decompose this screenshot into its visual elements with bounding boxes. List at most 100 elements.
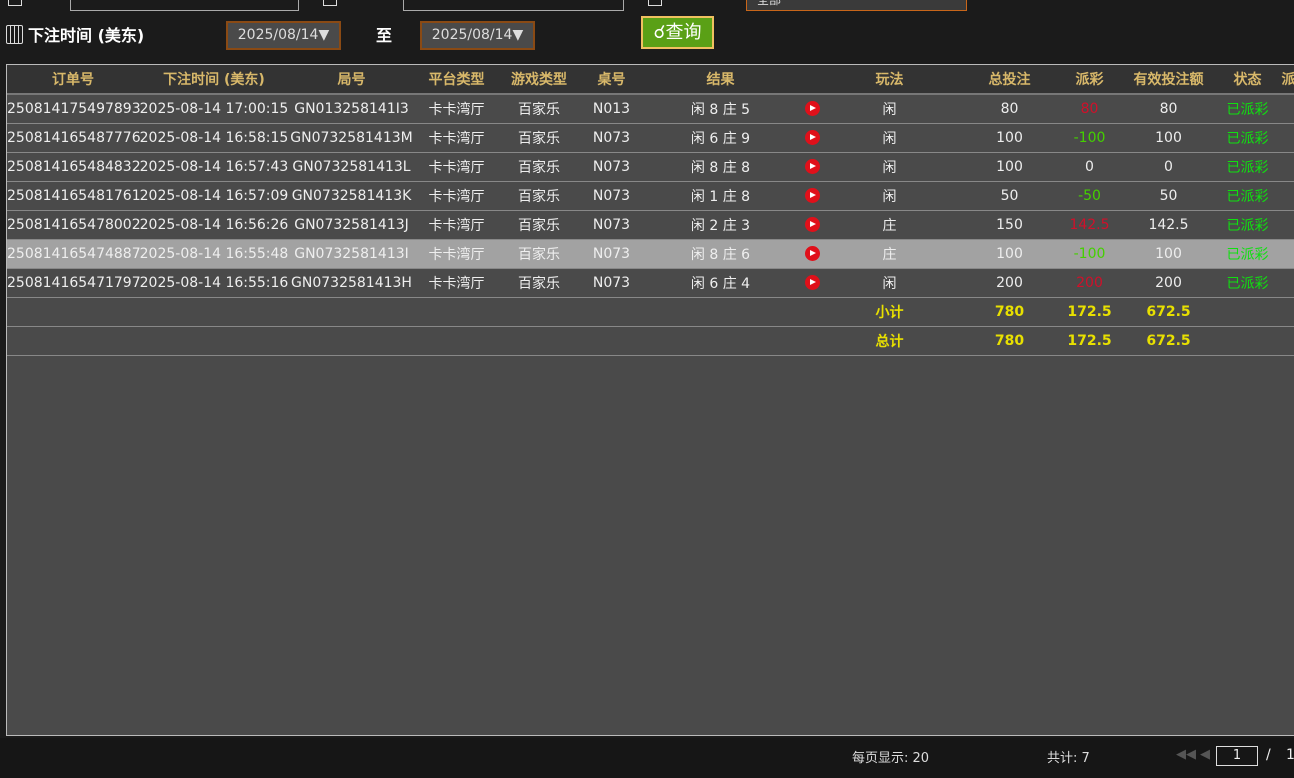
cell-order: 250814165474887 xyxy=(7,239,141,269)
cell-payout: -100 xyxy=(1067,123,1112,153)
cell-platform: 卡卡湾厅 xyxy=(414,210,499,240)
cell-empty xyxy=(1270,123,1294,153)
cell-table: N073 xyxy=(579,239,644,269)
cell-platform: 卡卡湾厅 xyxy=(414,268,499,298)
play-cell xyxy=(797,268,827,298)
cell-order: 250814175497893 xyxy=(7,94,141,124)
top-select[interactable]: 全部 xyxy=(746,0,967,11)
cell-table: N073 xyxy=(579,210,644,240)
cell-empty xyxy=(1270,297,1294,327)
cell-empty xyxy=(139,297,289,327)
time-label: 下注时间 (美东) xyxy=(28,26,145,45)
page-input[interactable]: 1 xyxy=(1216,746,1258,766)
cell-empty xyxy=(797,297,827,327)
play-video-icon[interactable] xyxy=(804,217,820,232)
cell-bet_type: 闲 xyxy=(827,94,952,124)
cell-empty xyxy=(579,297,644,327)
first-page-icon[interactable]: ◀◀ xyxy=(1176,747,1196,762)
table-row[interactable]: 250814165474887 2025-08-14 16:55:48 GN0732… xyxy=(7,239,1294,269)
cell-bet_type: 庄 xyxy=(827,210,952,240)
cell-bet_type: 闲 xyxy=(827,152,952,182)
column-header: 订单号 xyxy=(7,65,139,95)
cell-game: 百家乐 xyxy=(499,210,579,240)
table-row[interactable]: 250814165471797 2025-08-14 16:55:16 GN0732… xyxy=(7,268,1294,298)
cell-valid_bet: 0 xyxy=(1112,152,1225,182)
cell-game: 百家乐 xyxy=(499,239,579,269)
play-video-icon[interactable] xyxy=(804,246,820,261)
cell-empty xyxy=(7,326,139,356)
query-button[interactable]: ☌查询 xyxy=(641,16,714,49)
cell-result: 闲 8 庄 5 xyxy=(644,94,797,124)
cell-status: 已派彩 xyxy=(1225,239,1270,269)
cell-total_bet: 200 xyxy=(952,268,1067,298)
cell-valid_bet: 50 xyxy=(1112,181,1225,211)
cell-empty xyxy=(797,326,827,356)
play-video-icon[interactable] xyxy=(804,275,820,290)
cell-valid_bet: 200 xyxy=(1112,268,1225,298)
cell-platform: 卡卡湾厅 xyxy=(414,152,499,182)
page-size: 每页显示: 20 xyxy=(852,751,930,766)
subtotal-row: 小计 780 172.5 672.5 xyxy=(7,297,1294,327)
column-header: 派 xyxy=(1270,65,1294,95)
cell-empty xyxy=(1225,297,1270,327)
cell-empty xyxy=(139,326,289,356)
table-row[interactable]: 250814165487776 2025-08-14 16:58:15 GN0732… xyxy=(7,123,1294,153)
cell-empty xyxy=(1270,94,1294,124)
column-header: 派彩 xyxy=(1067,65,1112,95)
play-video-icon[interactable] xyxy=(804,159,820,174)
subtotal-valid_bet: 672.5 xyxy=(1112,297,1225,327)
prev-page-icon[interactable]: ◀ xyxy=(1200,747,1210,762)
play-video-icon[interactable] xyxy=(804,101,820,117)
column-header: 平台类型 xyxy=(414,65,499,95)
cell-status: 已派彩 xyxy=(1225,268,1270,298)
cell-total_bet: 100 xyxy=(952,239,1067,269)
cell-status: 已派彩 xyxy=(1225,210,1270,240)
cell-payout: 200 xyxy=(1067,268,1112,298)
cell-empty xyxy=(289,297,414,327)
cell-platform: 卡卡湾厅 xyxy=(414,181,499,211)
cell-result: 闲 6 庄 4 xyxy=(644,268,797,298)
to-label: 至 xyxy=(376,26,393,45)
cell-game: 百家乐 xyxy=(499,181,579,211)
date-from-select[interactable]: 2025/08/14▼ xyxy=(226,21,341,50)
cell-total_bet: 80 xyxy=(952,94,1067,124)
top-input-1[interactable] xyxy=(70,0,299,11)
cell-empty xyxy=(1270,268,1294,298)
date-to-select[interactable]: 2025/08/14▼ xyxy=(420,21,535,50)
cell-result: 闲 6 庄 9 xyxy=(644,123,797,153)
column-header: 总投注 xyxy=(952,65,1067,95)
total-valid_bet: 672.5 xyxy=(1112,326,1225,356)
play-video-icon[interactable] xyxy=(804,130,820,145)
table-row[interactable]: 250814165478002 2025-08-14 16:56:26 GN0732… xyxy=(7,210,1294,240)
bet-table: 订单号 下注时间 (美东) 局号 平台类型 游戏类型 桌号 结果 玩法 总投注 派彩 有效投注额 状态… xyxy=(6,64,1294,736)
cell-valid_bet: 80 xyxy=(1112,94,1225,124)
cell-status: 已派彩 xyxy=(1225,152,1270,182)
total-payout: 172.5 xyxy=(1067,326,1112,356)
top-input-2[interactable] xyxy=(403,0,624,11)
total-label: 总计 xyxy=(827,326,952,356)
cell-payout: 142.5 xyxy=(1067,210,1112,240)
subtotal-payout: 172.5 xyxy=(1067,297,1112,327)
cell-payout: -50 xyxy=(1067,181,1112,211)
play-cell xyxy=(797,123,827,153)
total-row: 总计 780 172.5 672.5 xyxy=(7,326,1294,356)
cell-round: GN0732581413M xyxy=(289,123,414,153)
cell-result: 闲 8 庄 6 xyxy=(644,239,797,269)
table-row[interactable]: 250814165481761 2025-08-14 16:57:09 GN0732… xyxy=(7,181,1294,211)
cell-round: GN0732581413H xyxy=(289,268,414,298)
cell-total_bet: 100 xyxy=(952,123,1067,153)
cell-bet_type: 闲 xyxy=(827,268,952,298)
cell-time: 2025-08-14 16:56:26 xyxy=(139,210,289,240)
table-row[interactable]: 250814165484832 2025-08-14 16:57:43 GN0732… xyxy=(7,152,1294,182)
cell-round: GN0732581413K xyxy=(289,181,414,211)
cell-order: 250814165481761 xyxy=(7,181,141,211)
cell-empty xyxy=(1270,239,1294,269)
cell-time: 2025-08-14 17:00:15 xyxy=(139,94,289,124)
play-video-icon[interactable] xyxy=(804,188,820,203)
cell-table: N073 xyxy=(579,123,644,153)
cell-order: 250814165484832 xyxy=(7,152,141,182)
cell-bet_type: 闲 xyxy=(827,181,952,211)
page-separator: / xyxy=(1266,747,1271,763)
table-row[interactable]: 250814175497893 2025-08-14 17:00:15 GN0132… xyxy=(7,94,1294,124)
cell-result: 闲 8 庄 8 xyxy=(644,152,797,182)
